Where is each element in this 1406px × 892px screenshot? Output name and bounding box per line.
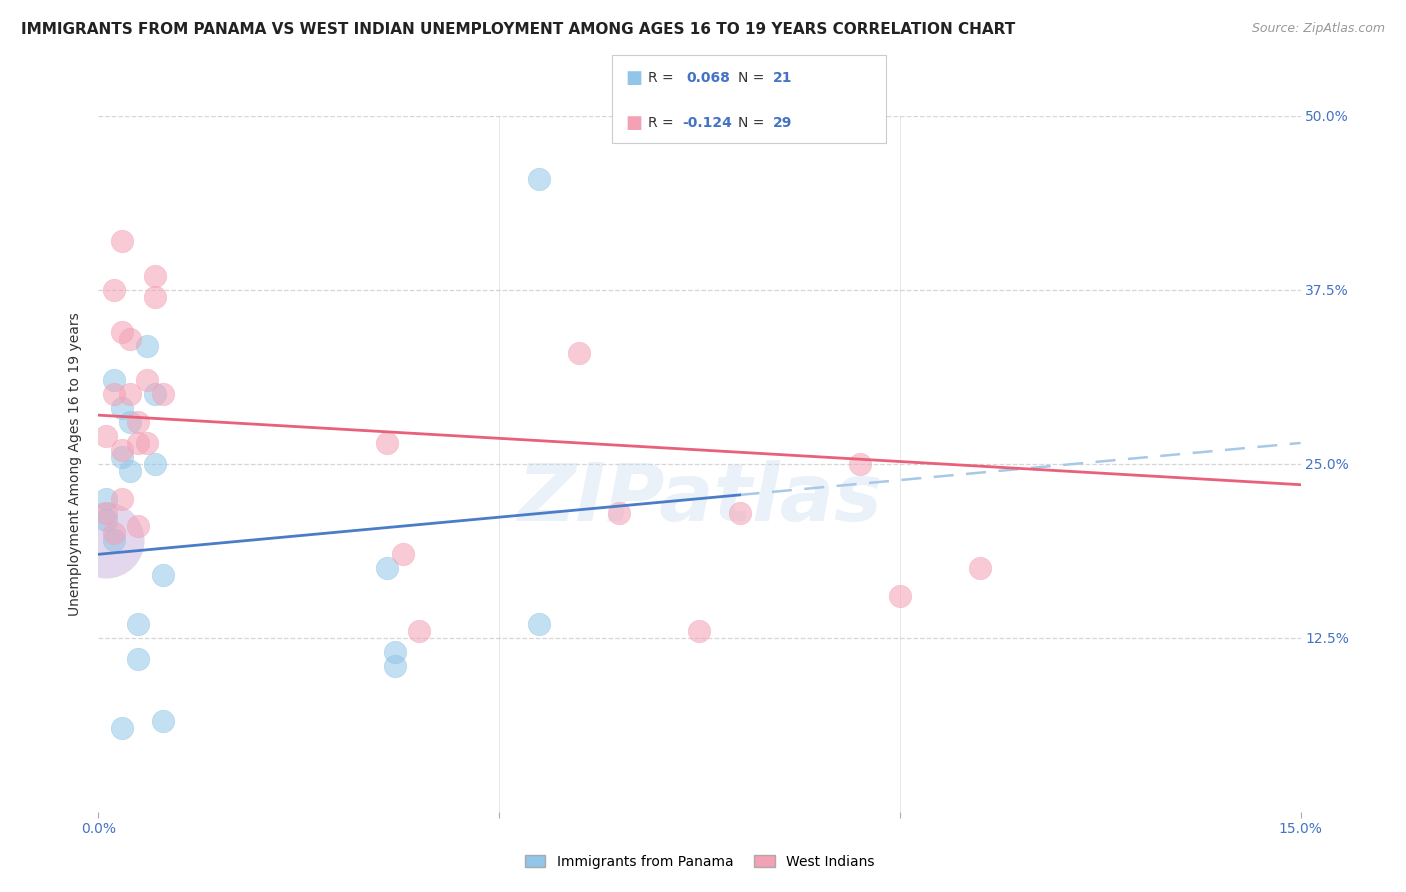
Point — [392, 547, 415, 561]
Point — [128, 519, 150, 533]
Point — [152, 568, 174, 582]
Point — [143, 290, 166, 304]
Point — [568, 345, 591, 359]
Text: N =: N = — [738, 116, 769, 130]
Point — [111, 234, 134, 248]
Point — [128, 415, 150, 429]
Text: ■: ■ — [626, 70, 643, 87]
Point — [384, 658, 406, 673]
Point — [111, 442, 134, 457]
Point — [111, 491, 134, 506]
Point — [728, 506, 751, 520]
Text: ■: ■ — [626, 114, 643, 132]
Point — [152, 387, 174, 401]
Point — [143, 457, 166, 471]
Point — [135, 373, 157, 387]
Text: 21: 21 — [773, 71, 793, 86]
Point — [889, 589, 911, 603]
Point — [96, 429, 118, 443]
Point — [111, 325, 134, 339]
Point — [128, 436, 150, 450]
Text: Source: ZipAtlas.com: Source: ZipAtlas.com — [1251, 22, 1385, 36]
Point — [96, 533, 118, 548]
Point — [128, 616, 150, 631]
Point — [375, 561, 398, 575]
Point — [529, 616, 551, 631]
Point — [103, 283, 125, 297]
Text: ZIPatlas: ZIPatlas — [517, 459, 882, 538]
Point — [609, 506, 631, 520]
Point — [135, 338, 157, 352]
Point — [111, 401, 134, 416]
Point — [128, 651, 150, 665]
Legend: Immigrants from Panama, West Indians: Immigrants from Panama, West Indians — [519, 849, 880, 874]
Point — [849, 457, 872, 471]
Text: IMMIGRANTS FROM PANAMA VS WEST INDIAN UNEMPLOYMENT AMONG AGES 16 TO 19 YEARS COR: IMMIGRANTS FROM PANAMA VS WEST INDIAN UN… — [21, 22, 1015, 37]
Point — [96, 506, 118, 520]
Text: 29: 29 — [773, 116, 793, 130]
Point — [143, 387, 166, 401]
Point — [408, 624, 430, 638]
Point — [135, 436, 157, 450]
Text: R =: R = — [648, 71, 678, 86]
Point — [529, 171, 551, 186]
Point — [969, 561, 991, 575]
Point — [111, 721, 134, 735]
Point — [152, 714, 174, 729]
Point — [143, 268, 166, 283]
Point — [103, 526, 125, 541]
Point — [111, 450, 134, 464]
Text: -0.124: -0.124 — [682, 116, 731, 130]
Point — [384, 645, 406, 659]
Y-axis label: Unemployment Among Ages 16 to 19 years: Unemployment Among Ages 16 to 19 years — [69, 312, 83, 615]
Text: 0.068: 0.068 — [686, 71, 730, 86]
Point — [103, 387, 125, 401]
Text: R =: R = — [648, 116, 678, 130]
Point — [120, 464, 142, 478]
Point — [103, 373, 125, 387]
Point — [103, 533, 125, 548]
Point — [120, 387, 142, 401]
Point — [689, 624, 711, 638]
Text: N =: N = — [738, 71, 769, 86]
Point — [96, 512, 118, 526]
Point — [96, 491, 118, 506]
Point — [120, 415, 142, 429]
Point — [120, 332, 142, 346]
Point — [375, 436, 398, 450]
